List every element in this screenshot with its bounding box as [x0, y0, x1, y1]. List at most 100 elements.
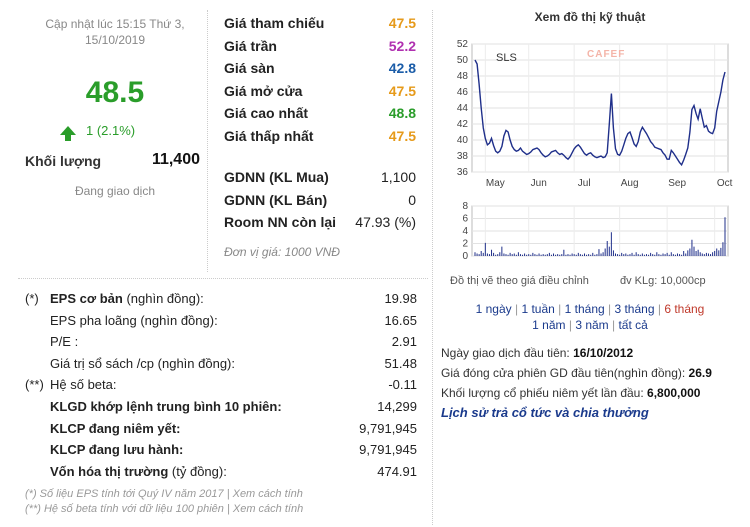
volume-bar [559, 254, 561, 256]
stat-label: KLCP đang lưu hành: [50, 439, 359, 460]
volume-bar [550, 254, 552, 256]
volume-bar [666, 252, 668, 256]
volume-bar [716, 248, 718, 256]
period-separator: | [604, 302, 615, 316]
volume-bar [486, 253, 488, 256]
period-option[interactable]: tất cả [618, 318, 648, 332]
volume-bar [511, 254, 513, 256]
first-day-label: Ngày giao dịch đầu tiên: [441, 346, 574, 360]
price-line [474, 59, 726, 167]
volume-bar [650, 252, 652, 256]
volume-bar [672, 254, 674, 256]
price-tick-label: 44 [457, 103, 469, 114]
volume-bar [687, 250, 689, 256]
stat-row: EPS pha loãng (nghìn đồng): 16.65 [25, 310, 417, 331]
period-option[interactable]: 1 tuần [521, 302, 555, 316]
volume-bar [524, 253, 526, 256]
period-selector-2: 1 năm | 3 năm | tất cả [440, 318, 740, 332]
volume-bar [581, 254, 583, 256]
stat-label: EPS pha loãng (nghìn đồng): [50, 310, 384, 331]
stat-label: EPS cơ bản (nghìn đồng): [50, 288, 384, 309]
volume-bar [718, 250, 720, 256]
volume-bar [548, 252, 550, 256]
volume-label: Khối lượng [25, 153, 102, 169]
stat-value: 2.91 [391, 334, 417, 350]
stat-value: 14,299 [377, 399, 417, 414]
stat-prefix [25, 310, 50, 331]
volume-bar [722, 242, 724, 256]
volume-tick-label: 0 [462, 251, 468, 262]
period-option[interactable]: 3 tháng [614, 302, 655, 316]
volume-bar [563, 249, 565, 256]
volume-bar [513, 253, 515, 256]
stat-row: Giá trị sổ sách /cp (nghìn đồng): 51.48 [25, 353, 417, 374]
price-row: Giá cao nhất 48.8 [224, 102, 416, 124]
chart-symbol: SLS [496, 52, 517, 64]
dividend-history-link[interactable]: Lịch sử trả cổ tức và chia thưởng [441, 405, 649, 420]
period-option[interactable]: 1 năm [532, 318, 566, 332]
price-label: Giá cao nhất [224, 105, 309, 121]
divider-vertical [432, 10, 433, 525]
volume-bar [689, 248, 691, 256]
volume-bar [612, 250, 614, 256]
volume-bar [497, 254, 499, 256]
stat-value: 9,791,945 [359, 442, 417, 458]
period-option[interactable]: 6 tháng [664, 302, 705, 316]
stat-label-text: KLGD khớp lệnh trung bình 10 phiên: [50, 399, 282, 414]
first-price-label: Giá đóng cửa phiên GD đầu tiên(nghìn đồn… [441, 366, 689, 380]
volume-bar [705, 252, 707, 256]
volume-bar [565, 254, 567, 256]
first-listed-volume: Khối lượng cổ phiếu niêm yết lần đầu: 6,… [441, 386, 700, 400]
month-label: Jul [578, 178, 591, 189]
volume-bar [528, 254, 530, 256]
stat-prefix [25, 439, 50, 460]
volume-bar [476, 253, 478, 256]
volume-bar [707, 253, 709, 256]
volume-bar [724, 217, 726, 256]
volume-bar [519, 254, 521, 256]
volume-bar [573, 254, 575, 256]
volume-bar [676, 253, 678, 256]
period-separator: | [565, 318, 576, 332]
stat-row: Vốn hóa thị trường (tỷ đồng): 474.91 [25, 461, 417, 482]
volume-bar [656, 252, 658, 256]
volume-bar [670, 252, 672, 256]
volume-bar [714, 251, 716, 256]
price-tick-label: 38 [457, 151, 469, 162]
stat-row: P/E :2.91 [25, 331, 417, 352]
period-option[interactable]: 3 năm [575, 318, 609, 332]
period-option[interactable]: 1 ngày [475, 302, 512, 316]
price-change: 1 (2.1%) [60, 123, 180, 141]
volume-bar [515, 254, 517, 256]
volume-tick-label: 6 [462, 214, 468, 225]
foreign-value: 0 [408, 191, 416, 208]
volume-bar [695, 251, 697, 256]
price-value: 47.5 [388, 15, 416, 31]
chart-grid [471, 43, 729, 257]
volume-bar [575, 254, 577, 256]
volume-bar [619, 254, 621, 256]
stat-value: 9,791,945 [359, 420, 417, 436]
volume-tick-label: 4 [462, 226, 468, 237]
volume-bar [681, 254, 683, 256]
stat-label-text: P/E [50, 334, 71, 350]
foreign-label: Room NN còn lại [224, 214, 337, 230]
first-price-value: 26.9 [688, 366, 712, 380]
volume-bar [614, 253, 616, 256]
volume-bar [623, 254, 625, 256]
price-label: Giá mở cửa [224, 82, 303, 99]
period-option[interactable]: 1 tháng [564, 302, 605, 316]
month-label: Aug [621, 178, 639, 189]
price-value: 52.2 [388, 37, 416, 54]
volume-bar [658, 254, 660, 256]
price-value: 47.5 [388, 82, 416, 99]
volume-bar [674, 254, 676, 256]
volume-bar [712, 252, 714, 256]
volume-bar [542, 254, 544, 256]
volume-bar [606, 241, 608, 256]
volume-tick-label: 2 [462, 239, 468, 250]
volume-bar [509, 252, 511, 256]
trading-status: Đang giao dịch [74, 184, 156, 198]
chart-title[interactable]: Xem đồ thị kỹ thuật [534, 10, 646, 24]
